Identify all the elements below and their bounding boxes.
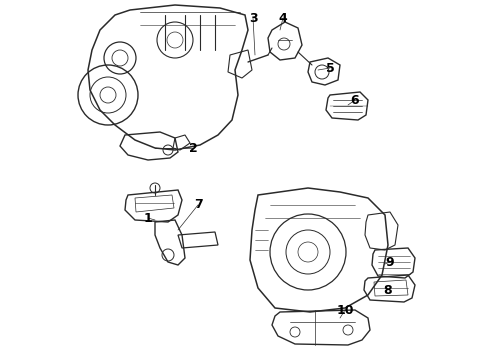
Text: 2: 2 (189, 141, 197, 154)
Text: 5: 5 (326, 62, 334, 75)
Text: 8: 8 (384, 284, 392, 297)
Text: 7: 7 (194, 198, 202, 211)
Text: 4: 4 (279, 12, 287, 24)
Text: 6: 6 (351, 94, 359, 107)
Text: 3: 3 (249, 12, 257, 24)
Text: 10: 10 (336, 303, 354, 316)
Text: 9: 9 (386, 256, 394, 269)
Text: 1: 1 (144, 211, 152, 225)
